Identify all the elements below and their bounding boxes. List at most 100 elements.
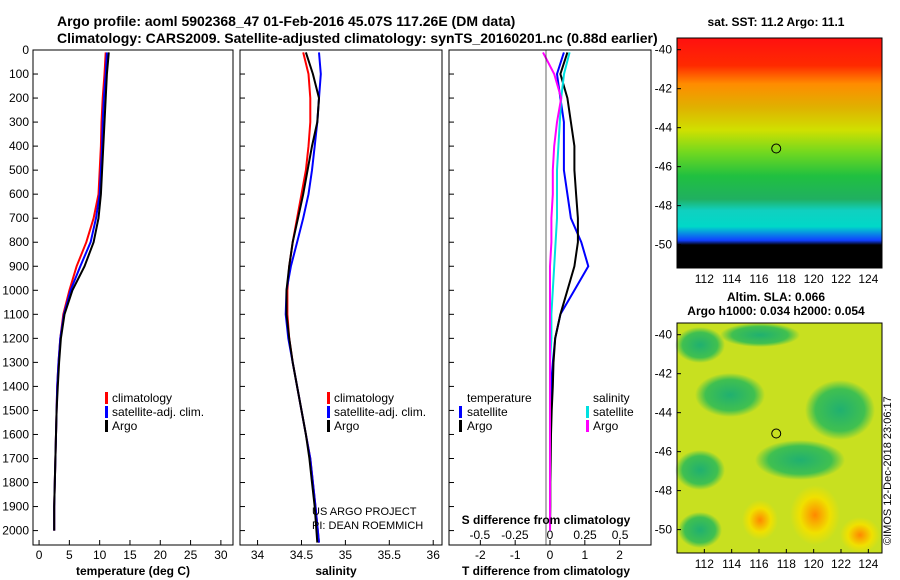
depth-tick-label: 600 [9,187,29,201]
s-tick-label: -0.5 [470,528,491,542]
depth-tick-label: 1100 [3,307,29,321]
depth-tick-label: 800 [9,235,29,249]
salinity-x-label: salinity [315,564,357,578]
salinity-legend: climatology satellite-adj. clim. Argo [327,391,426,433]
depth-tick-label: 500 [9,163,29,177]
sla-pattern-blob [675,450,725,490]
legend-temp-satellite-swatch [459,406,462,418]
salinity-panel-frame [239,49,443,546]
title-line-2: Climatology: CARS2009. Satellite-adjuste… [57,30,658,46]
depth-tick-label: 1400 [2,379,29,393]
legend-climatology-swatch [105,392,108,404]
legend-sal-satellite-label: satellite [593,405,634,419]
imos-watermark: ©IMOS 12-Dec-2018 23:06:17 [882,396,894,545]
x-tick-label: 20 [154,548,168,562]
lat-tick-label: -40 [655,43,673,57]
legend-argo-label: Argo [112,419,138,433]
s-tick-label: 0.25 [573,528,597,542]
x-tick-label: 0 [547,548,554,562]
title-line-1: Argo profile: aoml 5902368_47 01-Feb-201… [57,13,515,29]
sla-longitude-axis: 112 114 116 118 120 122 124 [695,549,879,571]
sst-map-image [677,38,882,268]
lat-tick-label: -50 [655,238,673,252]
legend-argo-label: Argo [334,419,360,433]
lat-tick-label: -46 [655,445,673,459]
series-argo [285,52,321,543]
depth-tick-label: 1800 [2,476,29,490]
sla-argo-location-marker [771,428,782,439]
x-tick-label: 34.5 [290,548,314,562]
sst-map-frame [676,37,883,269]
series-argo [53,52,110,531]
series-climatology [286,52,320,543]
sst-longitude-axis: 112 114 116 118 120 122 124 [695,264,879,286]
x-tick-label: 15 [123,548,137,562]
x-tick-label: -1 [510,548,521,562]
sla-pattern-blob [755,440,845,480]
lon-tick-label: 114 [722,272,741,286]
depth-axis: 0 100 200 300 400 500 600 700 800 900 1000 1100 1200… [2,43,454,538]
x-tick-label: 0 [36,548,43,562]
depth-tick-label: 200 [9,91,29,105]
lon-tick-label: 116 [749,272,768,286]
legend-climatology-label: climatology [334,391,394,405]
legend-temperature-title: temperature [467,391,532,405]
sla-map-title-1: Altim. SLA: 0.066 [727,290,825,304]
lon-tick-label: 122 [831,557,851,571]
depth-tick-label: 900 [9,259,29,273]
x-tick-label: 25 [184,548,198,562]
lat-tick-label: -44 [655,121,673,135]
s-difference-label: S difference from climatology [462,513,631,527]
salinity-x-axis: 34 34.5 35 35.5 36 [251,540,440,562]
series-temperature-satellite [549,52,590,531]
sla-pattern-blob [695,373,765,417]
lat-tick-label: -40 [655,328,673,342]
temperature-x-label: temperature (deg C) [76,564,190,578]
legend-sal-argo-label: Argo [593,419,619,433]
series-climatology [53,52,107,531]
depth-tick-label: 1300 [2,355,29,369]
legend-climatology-swatch [327,392,330,404]
difference-series [542,51,590,531]
sla-pattern-blob [720,323,800,347]
depth-tick-label: 700 [9,211,29,225]
sla-map-title-2: Argo h1000: 0.034 h2000: 0.054 [687,304,865,318]
s-tick-label: 0 [547,528,554,542]
sst-latitude-axis: -40 -42 -44 -46 -48 -50 [655,43,681,252]
legend-satellite-swatch [105,406,108,418]
lon-tick-label: 120 [804,557,824,571]
sla-latitude-axis: -40 -42 -44 -46 -48 -50 [655,328,681,537]
temperature-legend: climatology satellite-adj. clim. Argo [105,391,204,433]
legend-satellite-swatch [327,406,330,418]
lat-tick-label: -50 [655,523,673,537]
sst-map-title: sat. SST: 11.2 Argo: 11.1 [708,15,845,29]
depth-tick-label: 400 [9,139,29,153]
x-tick-label: 10 [93,548,107,562]
legend-satellite-label: satellite-adj. clim. [334,405,426,419]
depth-tick-label: 1900 [2,500,29,514]
legend-sal-argo-swatch [586,420,589,432]
s-tick-label: 0.5 [612,528,629,542]
legend-temp-satellite-label: satellite [467,405,508,419]
depth-tick-label: 0 [22,43,29,57]
lon-tick-label: 124 [858,557,878,571]
sla-pattern-blob [840,517,880,553]
temperature-series [53,52,110,531]
legend-argo-swatch [327,420,330,432]
sla-pattern-blob [790,485,840,545]
depth-tick-label: 1500 [2,403,29,417]
t-difference-x-axis: -2 -1 0 1 2 [475,540,623,562]
sla-pattern-blob [742,500,778,540]
depth-tick-label: 100 [9,67,29,81]
difference-legend: temperature satellite Argo salinity sate… [459,391,634,433]
lon-tick-label: 118 [777,557,796,571]
t-difference-x-label: T difference from climatology [462,564,630,578]
lon-tick-label: 114 [722,557,741,571]
sla-pattern-blob [678,512,722,548]
credit-project: US ARGO PROJECT [312,506,417,518]
legend-climatology-label: climatology [112,391,172,405]
x-tick-label: 36 [427,548,441,562]
lon-tick-label: 112 [695,557,714,571]
sst-argo-location-marker [771,143,782,154]
